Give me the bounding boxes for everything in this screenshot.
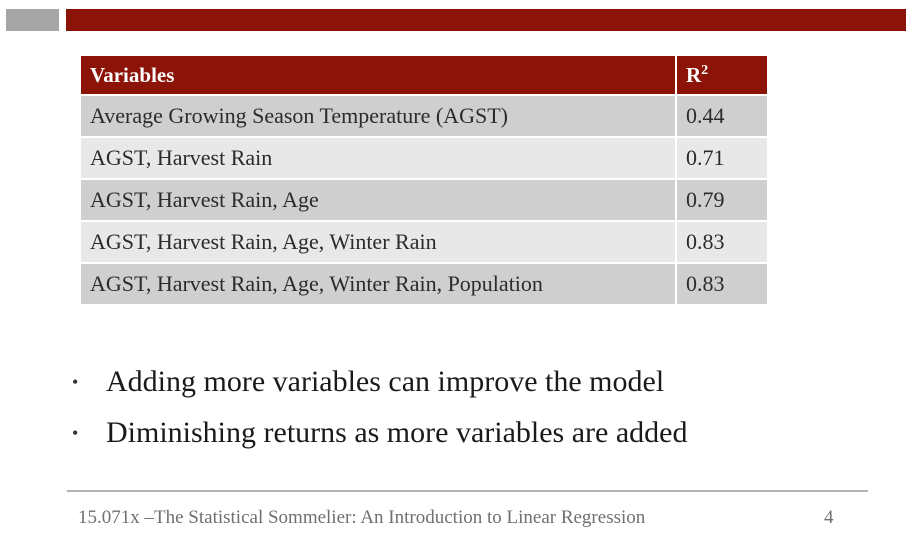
cell-r-squared: 0.83 [676, 221, 767, 264]
cell-r-squared: 0.79 [676, 179, 767, 222]
cell-variables: AGST, Harvest Rain, Age, Winter Rain [81, 221, 677, 264]
table-header-row: Variables R2 [81, 56, 767, 96]
accent-bar-red [66, 9, 906, 31]
cell-variables: AGST, Harvest Rain, Age, Winter Rain, Po… [81, 263, 677, 306]
table-row: AGST, Harvest Rain, Age, Winter Rain 0.8… [81, 221, 767, 264]
bullet-marker: • [72, 372, 79, 392]
footer-title: 15.071x –The Statistical Sommelier: An I… [78, 507, 646, 528]
table-row: AGST, Harvest Rain, Age 0.79 [81, 179, 767, 222]
page-number: 4 [824, 507, 834, 528]
bullet-text: Diminishing returns as more variables ar… [106, 416, 688, 449]
bullet-marker: • [72, 423, 79, 443]
header-variables: Variables [81, 56, 677, 96]
cell-r-squared: 0.71 [676, 137, 767, 180]
cell-r-squared: 0.44 [676, 95, 767, 138]
header-r-superscript: 2 [701, 62, 709, 78]
r-squared-table: Variables R2 Average Growing Season Temp… [81, 56, 767, 306]
bullet-text: Adding more variables can improve the mo… [106, 365, 665, 398]
accent-bar-gray [6, 9, 59, 31]
header-r-squared: R2 [676, 56, 767, 96]
cell-variables: Average Growing Season Temperature (AGST… [81, 95, 677, 138]
table-row: AGST, Harvest Rain, Age, Winter Rain, Po… [81, 263, 767, 306]
table-row: AGST, Harvest Rain 0.71 [81, 137, 767, 180]
table-row: Average Growing Season Temperature (AGST… [81, 95, 767, 138]
cell-r-squared: 0.83 [676, 263, 767, 306]
header-r-base: R [686, 62, 702, 87]
cell-variables: AGST, Harvest Rain [81, 137, 677, 180]
footer-divider [67, 490, 868, 492]
cell-variables: AGST, Harvest Rain, Age [81, 179, 677, 222]
